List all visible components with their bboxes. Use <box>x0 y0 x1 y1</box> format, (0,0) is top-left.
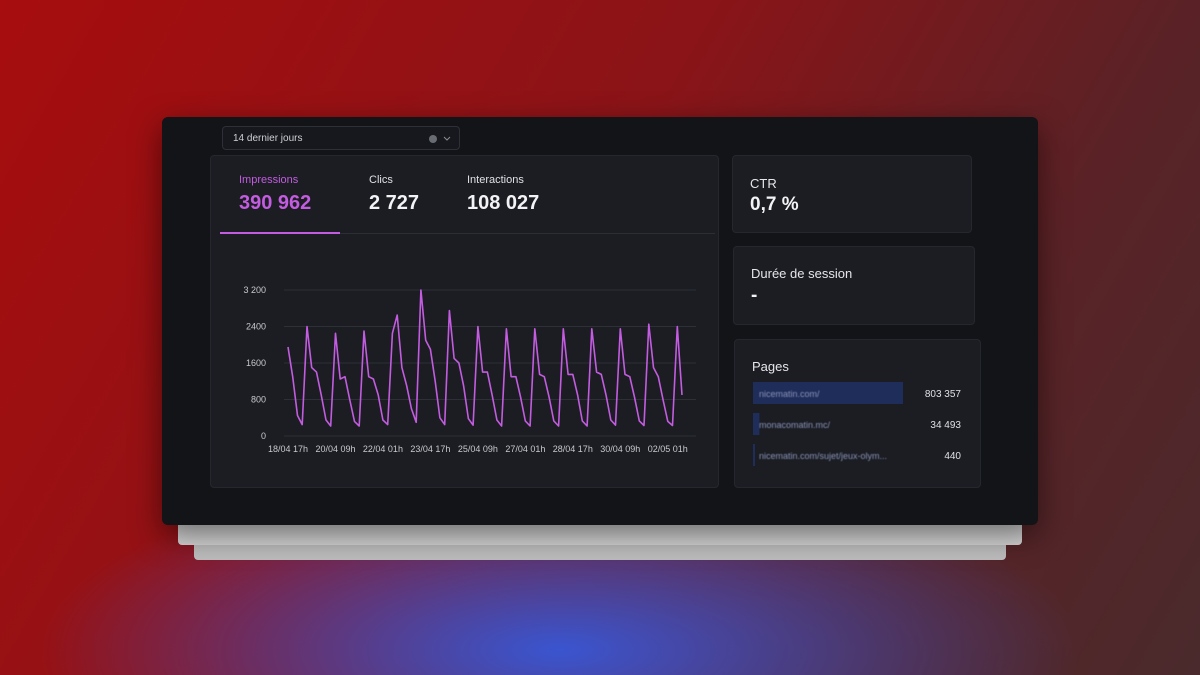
metric-label: Interactions <box>467 174 524 186</box>
metric-tab[interactable]: Impressions 390 962 <box>239 174 311 215</box>
page-name: monacomatin.mc/ <box>759 420 831 430</box>
page-bar <box>753 444 755 466</box>
metric-value: 2 727 <box>369 192 420 214</box>
x-tick-label: 23/04 17h <box>410 444 450 454</box>
y-tick-label: 1600 <box>246 358 266 368</box>
x-tick-label: 28/04 17h <box>553 444 593 454</box>
metric-label: Impressions <box>239 174 299 186</box>
line-chart: 0 800 1600 2400 3 200 18/04 17h 20/04 09h 22/04… <box>243 285 696 454</box>
pages-title: Pages <box>752 359 789 374</box>
pages-card: Pages nicematin.com/803 357 monacomatin.m… <box>734 339 981 488</box>
page-bar <box>753 413 760 435</box>
metric-tab[interactable]: Clics 2 727 <box>369 174 419 215</box>
kpi-label: CTR <box>750 176 777 191</box>
kpi-label: Durée de session <box>751 266 853 281</box>
x-tick-label: 27/04 01h <box>505 444 545 454</box>
y-tick-label: 0 <box>261 431 266 441</box>
y-tick-label: 800 <box>251 395 266 405</box>
kpi-value: - <box>751 285 758 306</box>
y-tick-label: 3 200 <box>243 285 266 295</box>
kpi-value: 0,7 % <box>750 194 799 215</box>
metric-value: 108 027 <box>467 192 540 214</box>
y-tick-label: 2400 <box>246 322 266 332</box>
x-tick-label: 18/04 17h <box>268 444 308 454</box>
date-filter[interactable]: 14 dernier jours <box>222 126 460 150</box>
series-line <box>287 289 683 427</box>
x-tick-label: 25/04 09h <box>458 444 498 454</box>
page-value: 803 357 <box>925 389 962 400</box>
ctr-card: CTR 0,7 % <box>732 155 972 233</box>
page-value: 34 493 <box>930 420 961 431</box>
filter-icons <box>429 135 451 143</box>
metric-value: 390 962 <box>239 192 312 214</box>
page-name: nicematin.com/ <box>759 389 820 399</box>
metric-tab[interactable]: Interactions 108 027 <box>467 174 539 215</box>
x-tick-label: 30/04 09h <box>600 444 640 454</box>
tab-divider <box>220 233 715 234</box>
active-tab-indicator <box>220 232 340 234</box>
x-tick-label: 22/04 01h <box>363 444 403 454</box>
x-tick-label: 02/05 01h <box>648 444 688 454</box>
pages-list: nicematin.com/803 357 monacomatin.mc/34 4… <box>753 382 962 466</box>
page-bar <box>753 382 903 404</box>
filter-label: 14 dernier jours <box>233 133 303 144</box>
session-card: Durée de session - <box>733 246 975 325</box>
page-value: 440 <box>944 451 961 462</box>
metric-label: Clics <box>369 174 393 186</box>
chart-card <box>210 155 719 488</box>
x-tick-label: 20/04 09h <box>315 444 355 454</box>
page-name: nicematin.com/sujet/jeux-olym... <box>759 451 887 461</box>
